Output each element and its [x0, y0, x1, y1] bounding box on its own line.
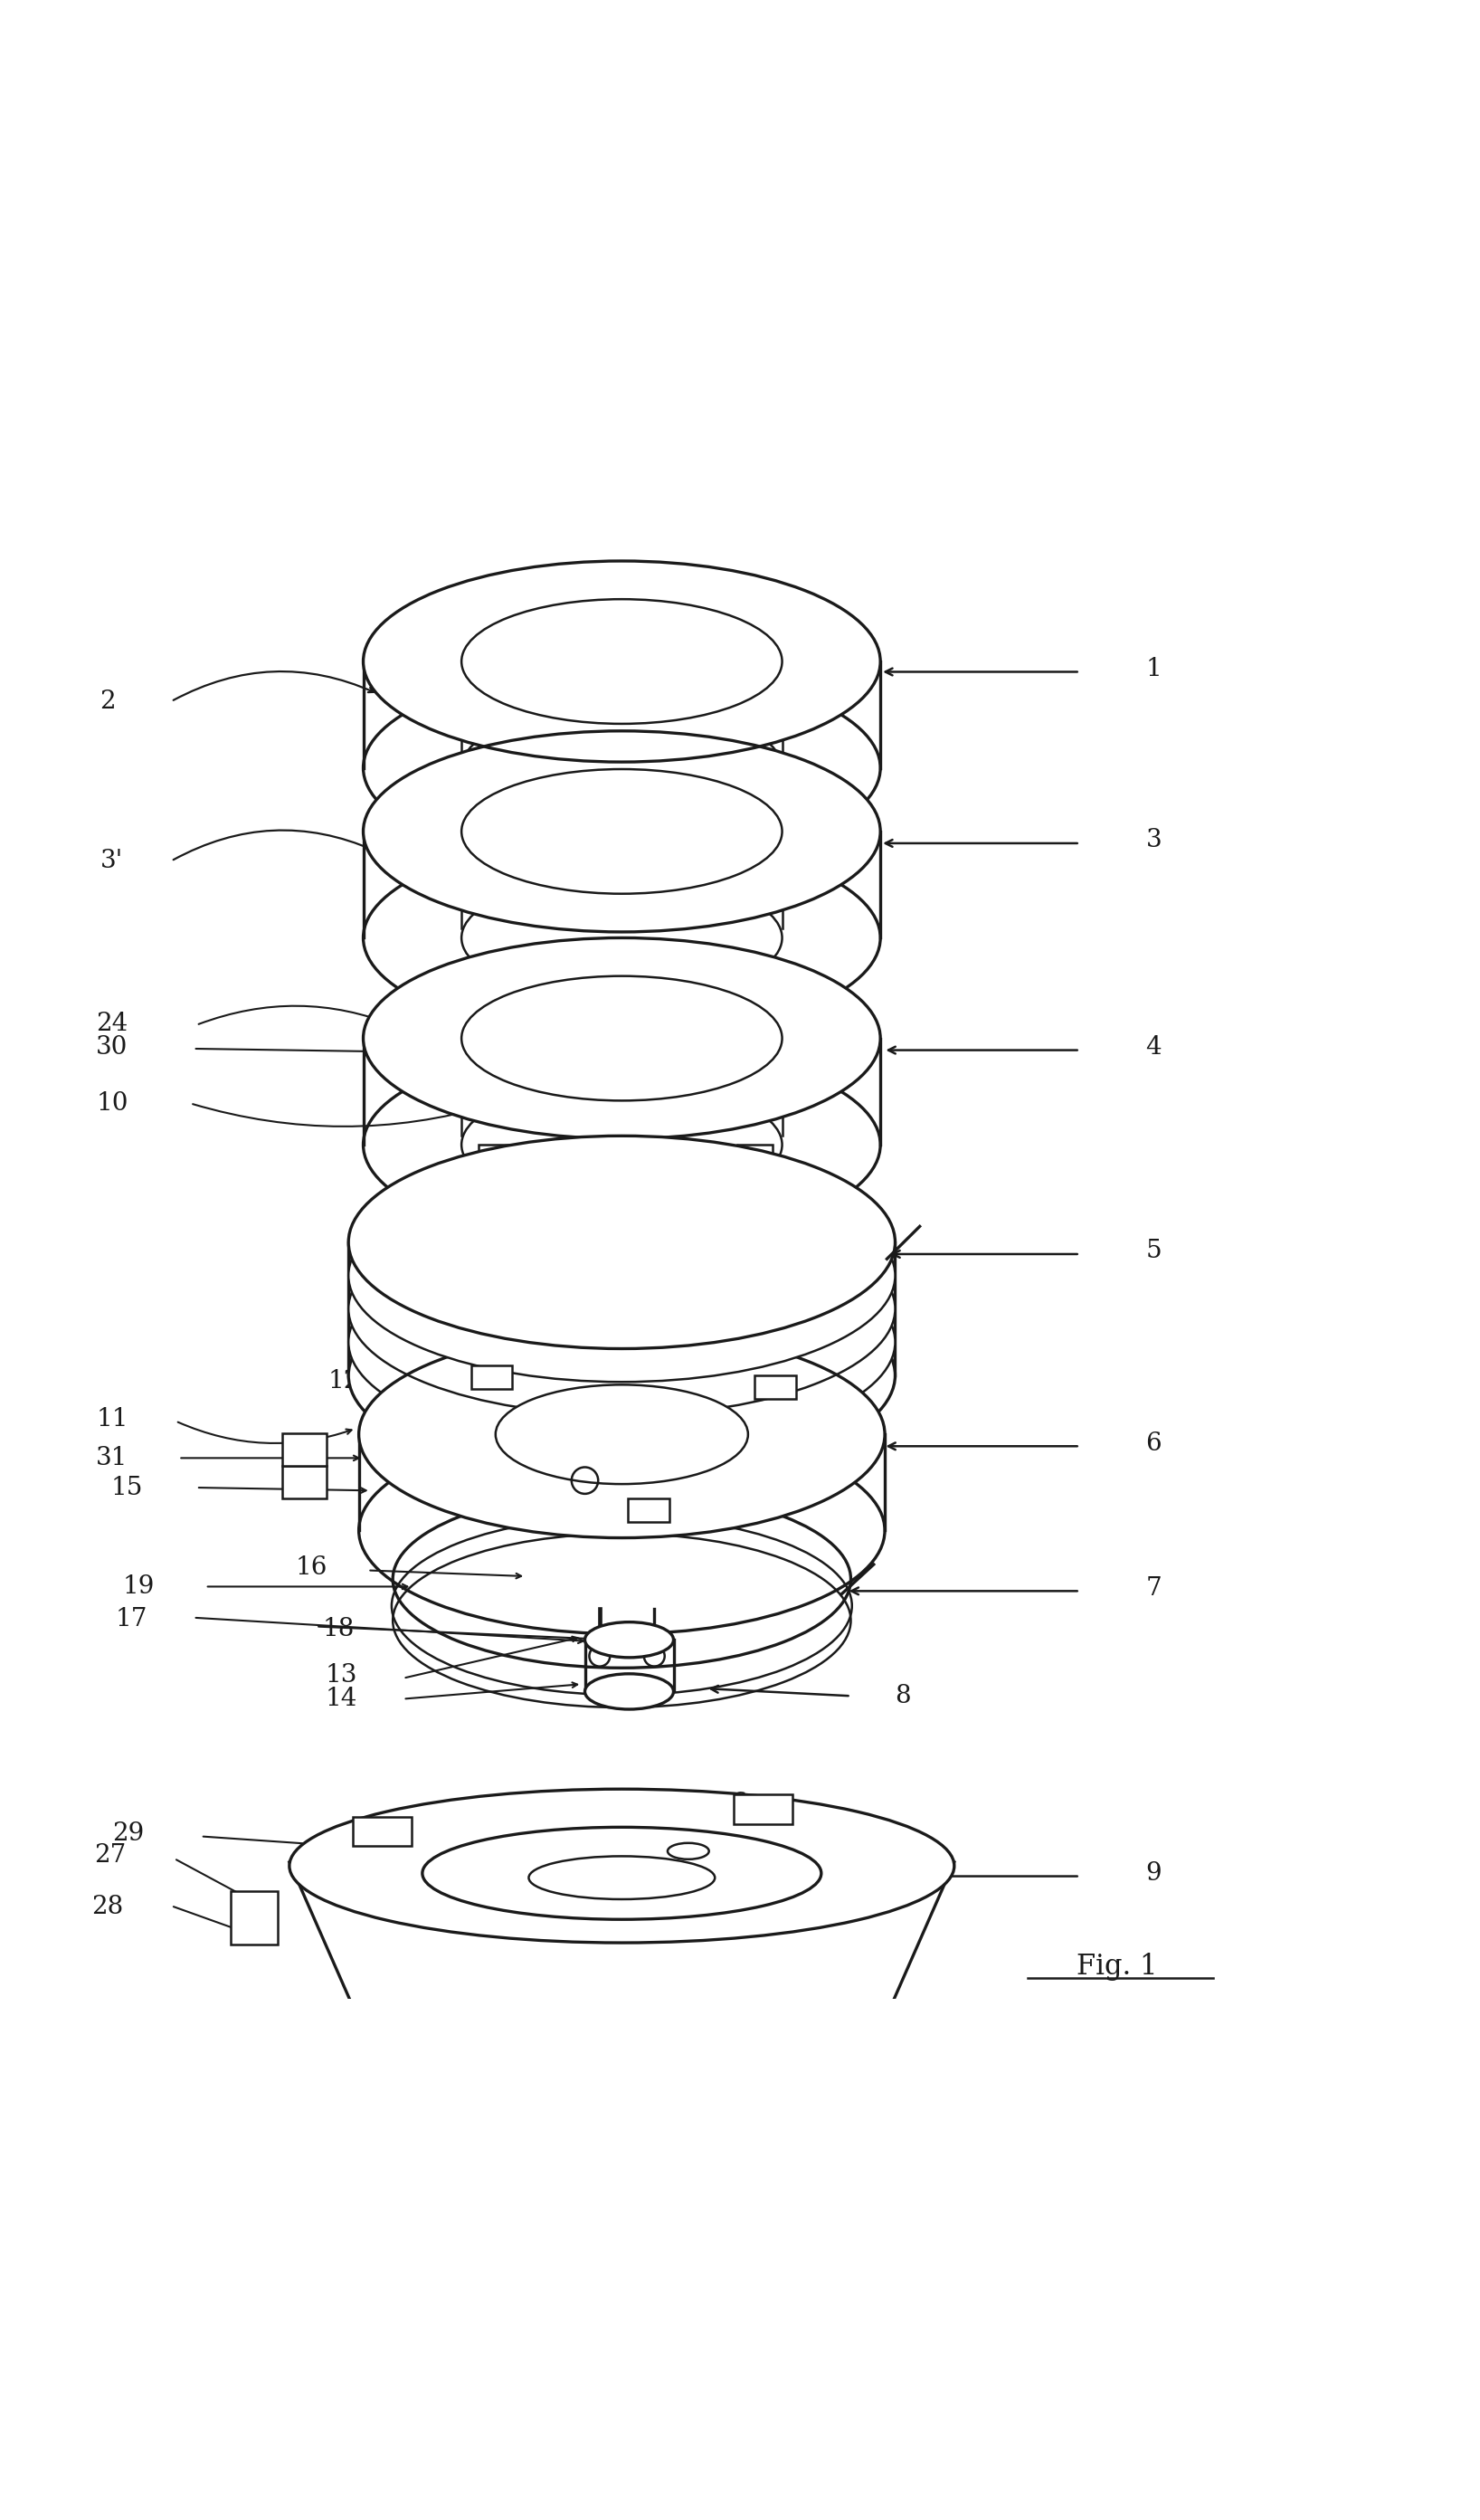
Ellipse shape — [478, 1237, 514, 1252]
Bar — [734, 1794, 793, 1824]
Ellipse shape — [348, 1270, 895, 1482]
Ellipse shape — [363, 562, 881, 761]
Text: 27: 27 — [95, 1842, 127, 1867]
Text: Fig. 1: Fig. 1 — [1076, 1953, 1157, 1981]
Text: 10: 10 — [96, 1091, 129, 1116]
Ellipse shape — [363, 937, 881, 1139]
Text: 12: 12 — [329, 1368, 360, 1394]
Ellipse shape — [348, 1137, 895, 1348]
Bar — [478, 1144, 514, 1245]
Text: 3: 3 — [1146, 829, 1162, 852]
Ellipse shape — [462, 769, 781, 895]
Text: 36: 36 — [716, 1792, 749, 1817]
Ellipse shape — [462, 600, 781, 723]
Ellipse shape — [496, 1383, 747, 1484]
Text: 26: 26 — [564, 1794, 596, 1819]
Bar — [283, 1434, 326, 1467]
Text: 2: 2 — [99, 688, 115, 713]
Ellipse shape — [462, 975, 781, 1101]
Text: 28: 28 — [92, 1895, 123, 1920]
Ellipse shape — [422, 1827, 821, 1920]
Text: 6: 6 — [1146, 1431, 1162, 1457]
Ellipse shape — [348, 1169, 895, 1381]
Text: 3': 3' — [101, 849, 123, 874]
Ellipse shape — [348, 1235, 895, 1449]
Bar — [283, 1467, 326, 1499]
Text: 1: 1 — [1146, 658, 1162, 680]
Text: 4: 4 — [1146, 1036, 1162, 1058]
Bar — [755, 1376, 796, 1399]
Text: 19: 19 — [123, 1575, 155, 1598]
Text: 15: 15 — [111, 1474, 144, 1499]
Ellipse shape — [737, 1237, 773, 1252]
Ellipse shape — [667, 1842, 709, 1860]
Ellipse shape — [611, 1237, 647, 1252]
Text: 5: 5 — [1146, 1240, 1162, 1263]
Ellipse shape — [528, 1857, 715, 1900]
Ellipse shape — [358, 1331, 885, 1537]
Bar — [352, 1817, 411, 1847]
Text: 31: 31 — [96, 1446, 129, 1469]
Bar — [231, 1890, 278, 1945]
Ellipse shape — [585, 1673, 673, 1709]
Text: 29: 29 — [112, 1822, 144, 1845]
Text: 13: 13 — [326, 1663, 357, 1688]
Bar — [611, 1144, 647, 1245]
Text: 8: 8 — [894, 1683, 910, 1709]
Text: 18: 18 — [323, 1618, 354, 1641]
Text: 24: 24 — [96, 1011, 127, 1036]
Text: 16: 16 — [296, 1555, 327, 1580]
Ellipse shape — [348, 1202, 895, 1416]
Ellipse shape — [363, 731, 881, 932]
Text: 17: 17 — [115, 1608, 148, 1630]
Text: 9: 9 — [1146, 1862, 1162, 1885]
Bar — [737, 1144, 773, 1245]
Ellipse shape — [290, 1789, 955, 1943]
Text: 30: 30 — [96, 1036, 129, 1058]
Text: 11: 11 — [96, 1406, 129, 1431]
Bar — [628, 1499, 669, 1522]
Bar — [471, 1366, 512, 1389]
Text: 7: 7 — [1146, 1575, 1162, 1600]
Text: 14: 14 — [326, 1686, 357, 1711]
Ellipse shape — [585, 1623, 673, 1658]
